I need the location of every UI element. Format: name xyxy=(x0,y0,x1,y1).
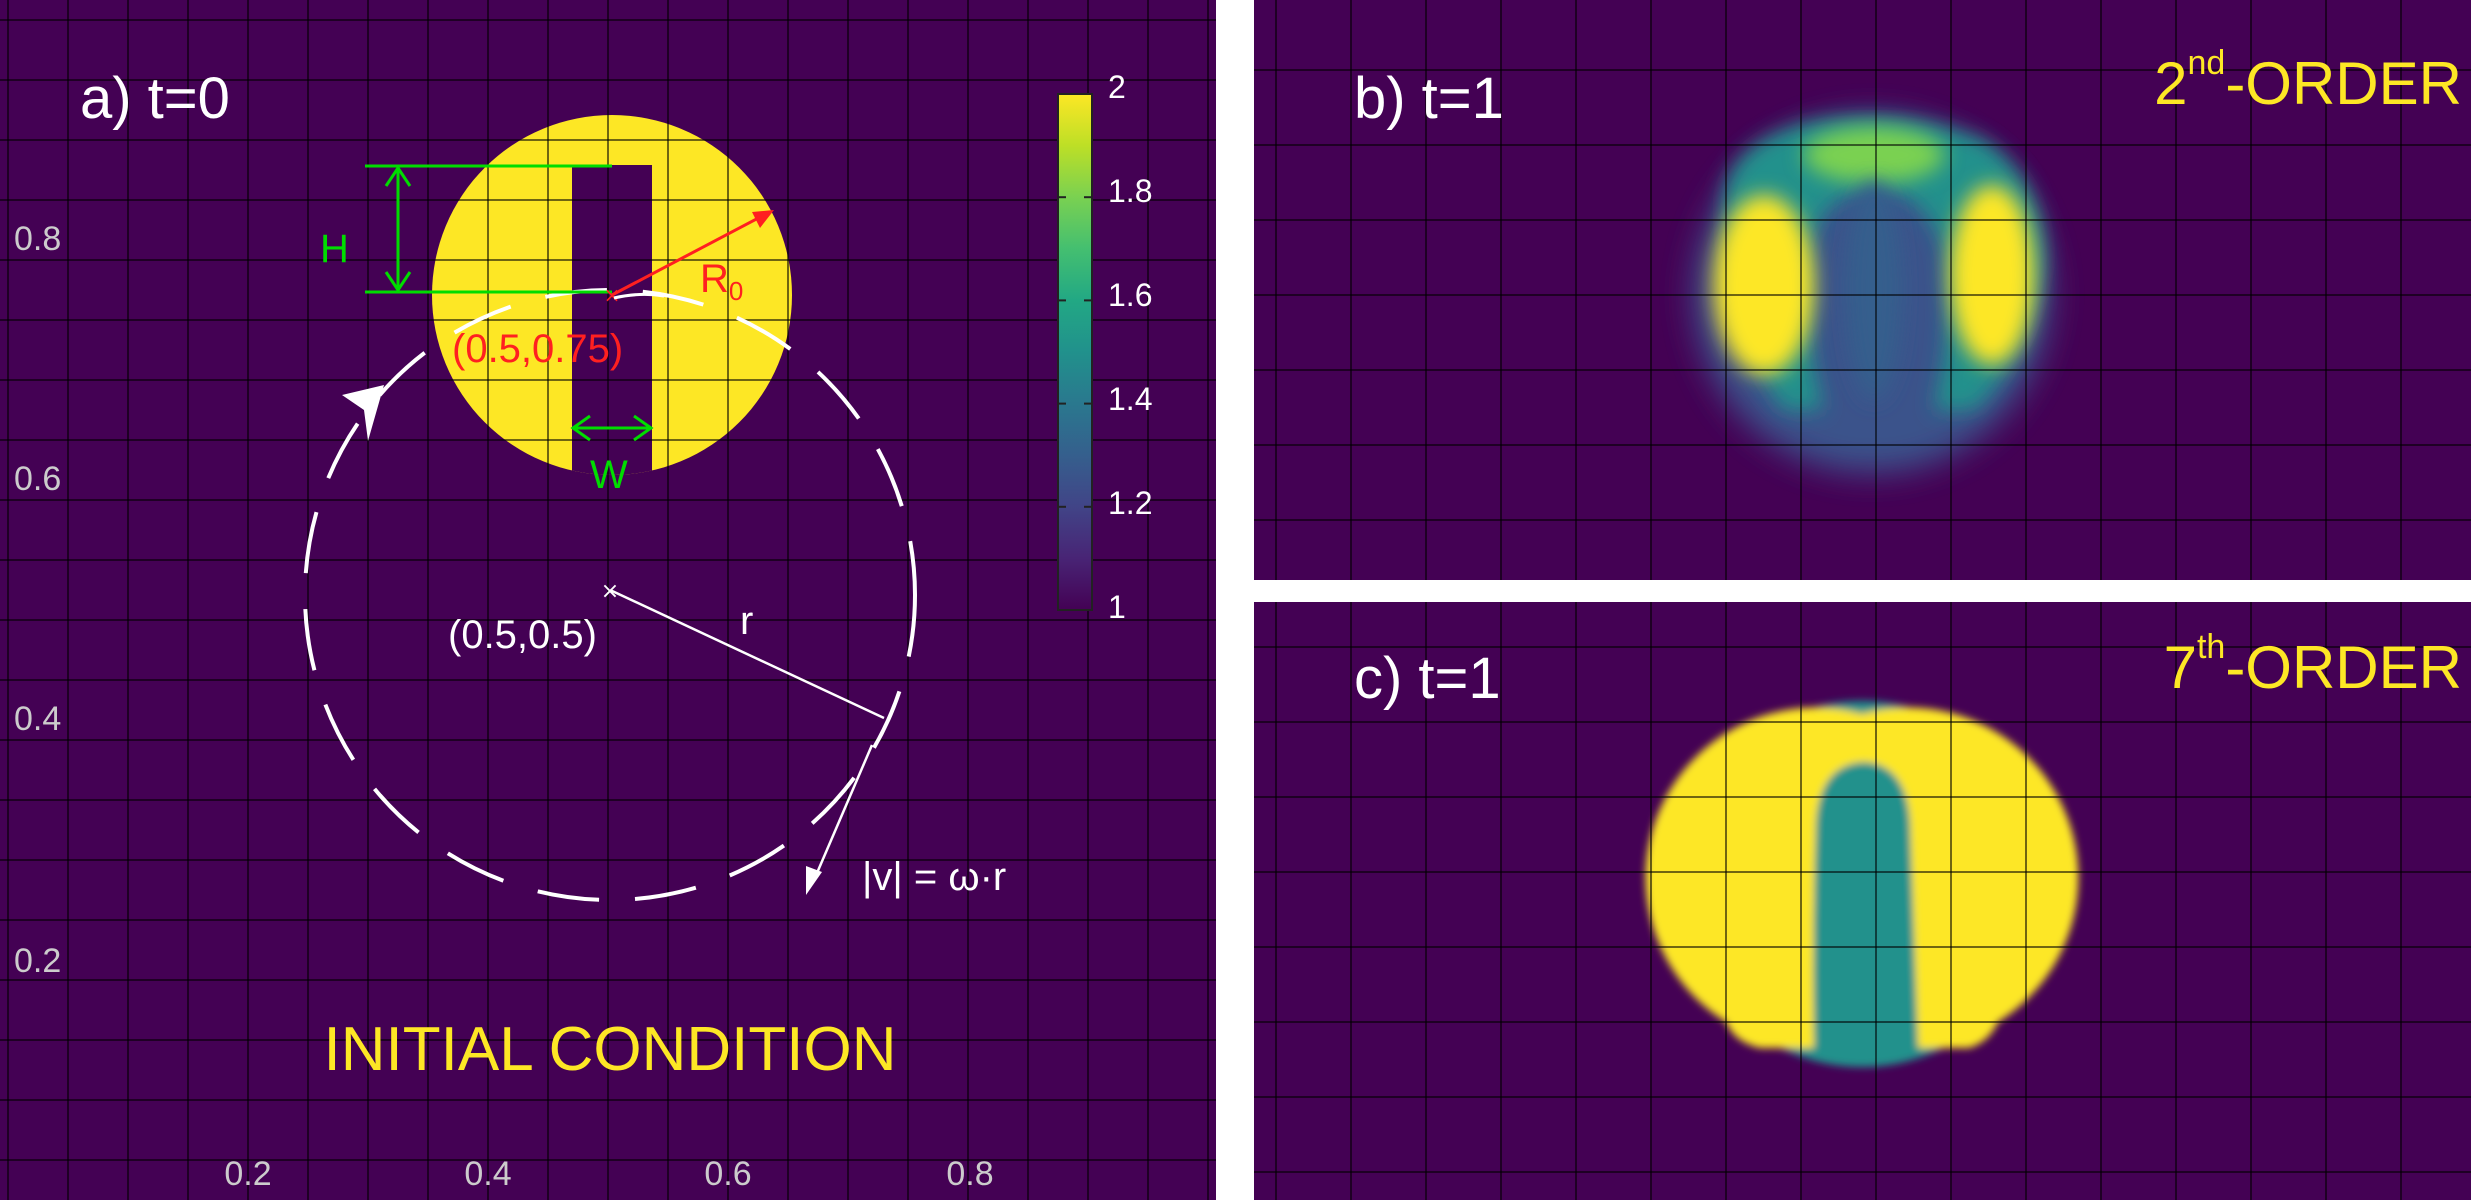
panel-c-order-title: 7th-ORDER xyxy=(2164,628,2462,701)
colorbar-tick-1-2: 1.2 xyxy=(1108,485,1152,521)
height-arrow-bottom xyxy=(384,271,412,293)
panel-c-order-sup: th xyxy=(2197,628,2225,666)
panel-a-initial-condition: × × a) t=0 H W R0 (0.5,0.75) (0.5,0.5) r xyxy=(0,0,1216,1200)
x-tick-0-6: 0.6 xyxy=(704,1155,751,1193)
x-tick-0-2: 0.2 xyxy=(224,1155,271,1193)
rotation-center-marker: × xyxy=(601,579,619,604)
colorbar xyxy=(1057,93,1093,611)
disk-radius-arrowhead xyxy=(752,210,774,228)
panel-c-label: c) t=1 xyxy=(1354,646,1501,711)
disk-center-label: (0.5,0.75) xyxy=(452,327,623,371)
disk-center-marker: × xyxy=(604,283,621,307)
panel-a-grid xyxy=(0,0,1216,1200)
colorbar-ticks xyxy=(1058,93,1092,611)
disk-radius-subscript: 0 xyxy=(729,276,743,306)
panel-b-order-sup: nd xyxy=(2188,44,2226,82)
y-tick-0-6: 0.6 xyxy=(14,460,61,498)
y-tick-0-8: 0.8 xyxy=(14,220,61,258)
width-arrow-right xyxy=(633,414,654,442)
panel-b-label: b) t=1 xyxy=(1354,66,1504,131)
velocity-arrow-shaft xyxy=(812,744,874,881)
colorbar-tick-1-8: 1.8 xyxy=(1108,173,1152,209)
initial-condition-caption: INITIAL CONDITION xyxy=(324,1015,897,1084)
rotation-path-circle xyxy=(303,288,917,902)
x-tick-0-8: 0.8 xyxy=(946,1155,993,1193)
height-arrow-top xyxy=(384,165,412,187)
panel-c-order-suffix: -ORDER xyxy=(2225,634,2462,701)
panel-c-order-number: 7 xyxy=(2164,634,2197,701)
disk-radius-letter: R xyxy=(700,257,729,301)
rotation-center-label: (0.5,0.5) xyxy=(448,613,597,657)
orbit-radius-label: r xyxy=(740,599,753,643)
colorbar-tick-2: 2 xyxy=(1108,69,1126,105)
colorbar-tick-1-6: 1.6 xyxy=(1108,277,1152,313)
panel-a-canvas: × × a) t=0 H W R0 (0.5,0.75) (0.5,0.5) r xyxy=(0,0,1216,1200)
velocity-arrowhead xyxy=(806,866,822,895)
y-tick-0-2: 0.2 xyxy=(14,942,61,980)
height-label: H xyxy=(320,227,349,271)
sharp-disk-7th-order xyxy=(1645,701,2079,1067)
panel-c-canvas: c) t=1 7th-ORDER xyxy=(1254,602,2471,1200)
disk-radius-label: R0 xyxy=(700,257,743,306)
panel-b-grid xyxy=(1254,0,2471,580)
panel-c-grid xyxy=(1254,602,2471,1200)
disk-radius-arrow xyxy=(611,212,767,297)
panel-c-seventh-order: c) t=1 7th-ORDER xyxy=(1254,602,2471,1200)
rotation-direction-arrowhead xyxy=(342,385,384,441)
orbit-radius-line xyxy=(609,588,885,720)
panel-a-label: a) t=0 xyxy=(80,66,230,131)
colorbar-tick-1: 1 xyxy=(1108,589,1126,625)
panel-b-order-number: 2 xyxy=(2154,50,2187,117)
panel-b-second-order: b) t=1 2nd-ORDER xyxy=(1254,0,2471,580)
x-tick-0-4: 0.4 xyxy=(464,1155,511,1193)
panel-b-order-title: 2nd-ORDER xyxy=(2154,44,2462,117)
velocity-label: |v| = ω·r xyxy=(862,855,1006,899)
panel-b-order-suffix: -ORDER xyxy=(2225,50,2462,117)
panel-b-canvas: b) t=1 2nd-ORDER xyxy=(1254,0,2471,580)
width-arrow-left xyxy=(570,414,591,442)
y-tick-0-4: 0.4 xyxy=(14,700,61,738)
colorbar-tick-1-4: 1.4 xyxy=(1108,381,1152,417)
width-label: W xyxy=(590,453,628,497)
disk-center-arc xyxy=(613,292,665,300)
